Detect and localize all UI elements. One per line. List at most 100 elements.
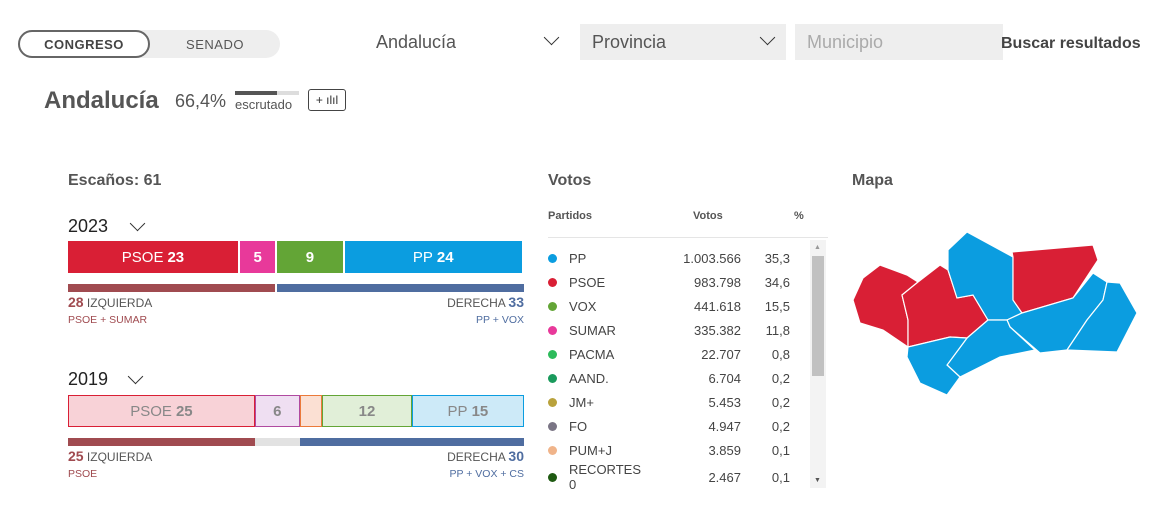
bloc-segment [299,438,524,446]
party-pct: 15,5 [764,298,790,314]
party-votes: 22.707 [701,346,741,362]
compare-chart-button[interactable]: + ılıl [308,89,346,111]
region-select[interactable]: Andalucía [376,24,566,60]
municipality-input[interactable]: Municipio [795,24,1003,60]
map-title: Mapa [852,172,893,189]
chevron-down-icon [129,215,146,232]
right-label: DERECHA [447,296,506,310]
scrutinized-label: escrutado [235,97,293,112]
right-parties: PP + VOX + CS [449,468,524,480]
party-votes: 2.467 [708,469,741,485]
right-seats: 33 [508,294,524,310]
province-cádiz[interactable]: Cádiz [906,336,969,396]
page-title: Andalucía [44,87,159,114]
party-name: PP [569,250,587,266]
scrutinized-pct: 66,4% [175,91,227,111]
party-votes: 335.382 [694,322,741,338]
right-seats: 30 [508,448,524,464]
left-parties: PSOE + SUMAR [68,314,148,326]
vote-row: PACMA 22.707 0,8 [545,342,790,366]
seats-bar: PSOE 23 5 9 PP 24 [68,241,524,273]
party-color-dot [548,277,557,287]
left-label: IZQUIERDA [86,450,153,464]
party-votes: 5.453 [708,394,741,410]
right-parties: PP + VOX [476,314,524,326]
party-color-dot [548,349,557,359]
seats-2023: 2023 PSOE 23 5 9 PP 24 28 IZQUIERDA DERECHA 3… [68,215,524,326]
party-name: PSOE [569,274,606,290]
tab-congreso[interactable]: CONGRESO [18,30,150,58]
vote-row: JM+ 5.453 0,2 [545,390,790,414]
party-pct: 35,3 [764,250,790,266]
left-label: IZQUIERDA [86,296,153,310]
province-placeholder: Provincia [592,31,667,52]
andalucia-map: HuelvaSevillaCórdobaJaénGranadaAlmeríaMá… [852,231,1138,396]
votes-header: Partidos Votos % [548,210,828,238]
party-name: PACMA [569,346,615,362]
party-name: RECORTES 0 [569,462,641,492]
vote-row: RECORTES 0 2.467 0,1 [545,462,790,492]
party-pct: 34,6 [764,274,790,290]
seat-segment: PP 24 [344,241,524,273]
seat-segment: 9 [277,241,345,273]
search-button[interactable]: Buscar resultados [1001,35,1141,52]
seats-title: Escaños: 61 [68,172,162,189]
seat-segment: PP 15 [411,395,524,427]
region-value: Andalucía [376,31,457,52]
vote-row: PUM+J 3.859 0,1 [545,438,790,462]
vote-row: SUMAR 335.382 11,8 [545,318,790,342]
party-color-dot [548,421,557,431]
right-label: DERECHA [447,450,506,464]
left-seats: 28 [68,294,84,310]
seat-segment: PSOE 25 [68,395,255,427]
left-parties: PSOE [68,468,98,480]
votes-scrollbar[interactable]: ▲ ▼ [810,240,826,488]
seats-bar: PSOE 25 6 12 PP 15 [68,395,524,427]
seat-segment: 6 [254,395,300,427]
bloc-segment [254,438,300,446]
seats-2019: 2019 PSOE 25 6 12 PP 15 25 IZQUIERDA DERECHA … [68,368,524,480]
party-color-dot [548,397,557,407]
bloc-segment [68,284,278,292]
year-select-2023[interactable]: 2023 [68,215,524,238]
party-color-dot [548,253,557,263]
year-select-2019[interactable]: 2019 [68,368,524,391]
party-name: VOX [569,298,597,314]
party-votes: 983.798 [694,274,741,290]
party-name: PUM+J [569,442,612,458]
party-votes: 3.859 [708,442,741,458]
seat-segment: PSOE 23 [68,241,240,273]
province-select[interactable]: Provincia [580,24,786,60]
party-name: SUMAR [569,322,616,338]
party-votes: 4.947 [708,418,741,434]
vote-row: PSOE 983.798 34,6 [545,270,790,294]
seat-segment [299,395,323,427]
province-almería[interactable]: Almería [1065,281,1138,353]
bloc-bar [68,284,524,292]
party-pct: 0,2 [771,418,790,434]
vote-row: AAND. 6.704 0,2 [545,366,790,390]
vote-row: PP 1.003.566 35,3 [545,246,790,270]
vote-row: VOX 441.618 15,5 [545,294,790,318]
party-pct: 0,1 [771,469,790,485]
party-votes: 441.618 [694,298,741,314]
chamber-toggle[interactable]: CONGRESO SENADO [18,30,280,58]
chevron-down-icon [543,29,560,46]
party-color-dot [548,472,557,482]
party-pct: 11,8 [765,322,790,338]
chevron-down-icon [127,368,144,385]
party-name: JM+ [569,394,594,410]
party-color-dot [548,373,557,383]
party-name: AAND. [569,370,609,386]
party-name: FO [569,418,588,434]
scrutinized-progress [235,91,299,95]
left-seats: 25 [68,448,84,464]
seat-segment: 5 [239,241,278,273]
party-pct: 0,8 [771,346,790,362]
party-color-dot [548,301,557,311]
party-votes: 1.003.566 [683,250,741,266]
tab-senado[interactable]: SENADO [186,36,244,52]
party-votes: 6.704 [708,370,741,386]
seat-segment: 12 [322,395,412,427]
party-pct: 0,2 [771,394,790,410]
